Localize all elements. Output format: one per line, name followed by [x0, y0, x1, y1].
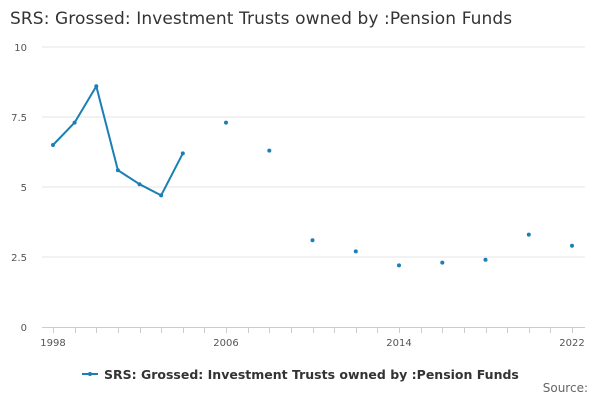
data-point: [353, 249, 358, 254]
y-tick-label: 0: [21, 323, 27, 334]
y-tick-label: 7.5: [11, 113, 27, 124]
data-point: [159, 193, 164, 198]
data-point: [483, 257, 488, 262]
x-tick-label: 2006: [213, 338, 238, 349]
data-point: [51, 143, 55, 147]
x-tick-label: 1998: [40, 338, 65, 349]
data-point: [137, 182, 142, 187]
data-point: [94, 84, 99, 89]
source-label: Source:: [542, 381, 588, 395]
data-point: [224, 120, 228, 125]
y-tick-label: 2.5: [11, 253, 27, 264]
data-point: [115, 168, 120, 173]
data-point: [180, 151, 185, 156]
data-point: [397, 263, 401, 268]
series-line: [52, 85, 184, 197]
data-point: [267, 148, 272, 153]
data-point: [526, 232, 531, 237]
data-point: [440, 260, 445, 265]
y-tick-label: 5: [21, 183, 27, 194]
chart-title: SRS: Grossed: Investment Trusts owned by…: [10, 9, 513, 29]
x-tick-label: 2022: [559, 338, 584, 349]
data-point: [310, 238, 315, 243]
y-tick-label: 10: [14, 43, 27, 54]
legend-label: SRS: Grossed: Investment Trusts owned by…: [104, 366, 519, 382]
x-tick-label: 2014: [386, 338, 411, 349]
data-point: [72, 120, 77, 125]
legend-swatch-icon: [82, 369, 98, 379]
chart-legend[interactable]: SRS: Grossed: Investment Trusts owned by…: [82, 365, 519, 383]
data-point: [570, 243, 574, 248]
